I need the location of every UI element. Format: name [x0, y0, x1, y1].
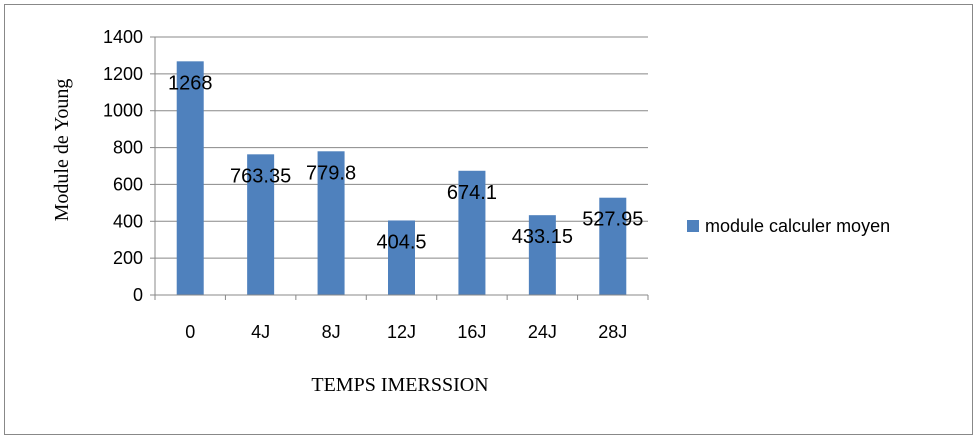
bar: [388, 220, 415, 295]
x-tick-label: 28J: [598, 322, 627, 342]
y-tick-label: 400: [113, 211, 143, 231]
data-label: 1268: [168, 72, 213, 94]
y-tick-label: 800: [113, 138, 143, 158]
data-label: 674.1: [447, 182, 497, 204]
bar: [528, 215, 556, 295]
gridlines: [155, 36, 648, 259]
x-tick-label: 0: [185, 322, 195, 342]
y-tick-label: 1000: [103, 101, 143, 121]
bar: [599, 197, 627, 295]
bar: [317, 151, 345, 295]
bars: [176, 61, 627, 295]
data-labels: 1268 763.35 779.8 404.5 674.1 433.15 527.95: [168, 72, 643, 253]
data-label: 404.5: [376, 231, 426, 253]
data-label: 527.95: [582, 209, 643, 231]
x-tick-label: 24J: [528, 322, 557, 342]
y-tick-label: 1200: [103, 64, 143, 84]
y-tick-label: 0: [133, 285, 143, 305]
y-tick-label: 200: [113, 248, 143, 268]
legend-swatch: [687, 220, 699, 232]
y-axis-title: Module de Young: [51, 79, 73, 222]
bar: [458, 170, 486, 295]
chart-frame: [4, 4, 973, 435]
x-tick-label: 12J: [387, 322, 416, 342]
x-tick-label: 8J: [322, 322, 341, 342]
bar: [247, 154, 275, 295]
y-tick-label: 600: [113, 174, 143, 194]
y-tick-label: 1400: [103, 27, 143, 47]
x-tick-label: 4J: [251, 322, 270, 342]
x-axis-title: TEMPS IMERSSION: [311, 374, 488, 396]
axes: [150, 36, 649, 300]
data-label: 763.35: [230, 165, 291, 187]
data-label: 779.8: [306, 162, 356, 184]
bar: [176, 61, 204, 295]
legend: module calculer moyen: [687, 216, 890, 236]
data-label: 433.15: [512, 226, 573, 248]
y-tick-labels: 0 200 400 600 800 1000 1200 1400: [103, 27, 143, 305]
legend-label: module calculer moyen: [705, 216, 890, 236]
x-tick-label: 16J: [457, 322, 486, 342]
x-tick-labels: 0 4J 8J 12J 16J 24J 28J: [185, 322, 627, 342]
